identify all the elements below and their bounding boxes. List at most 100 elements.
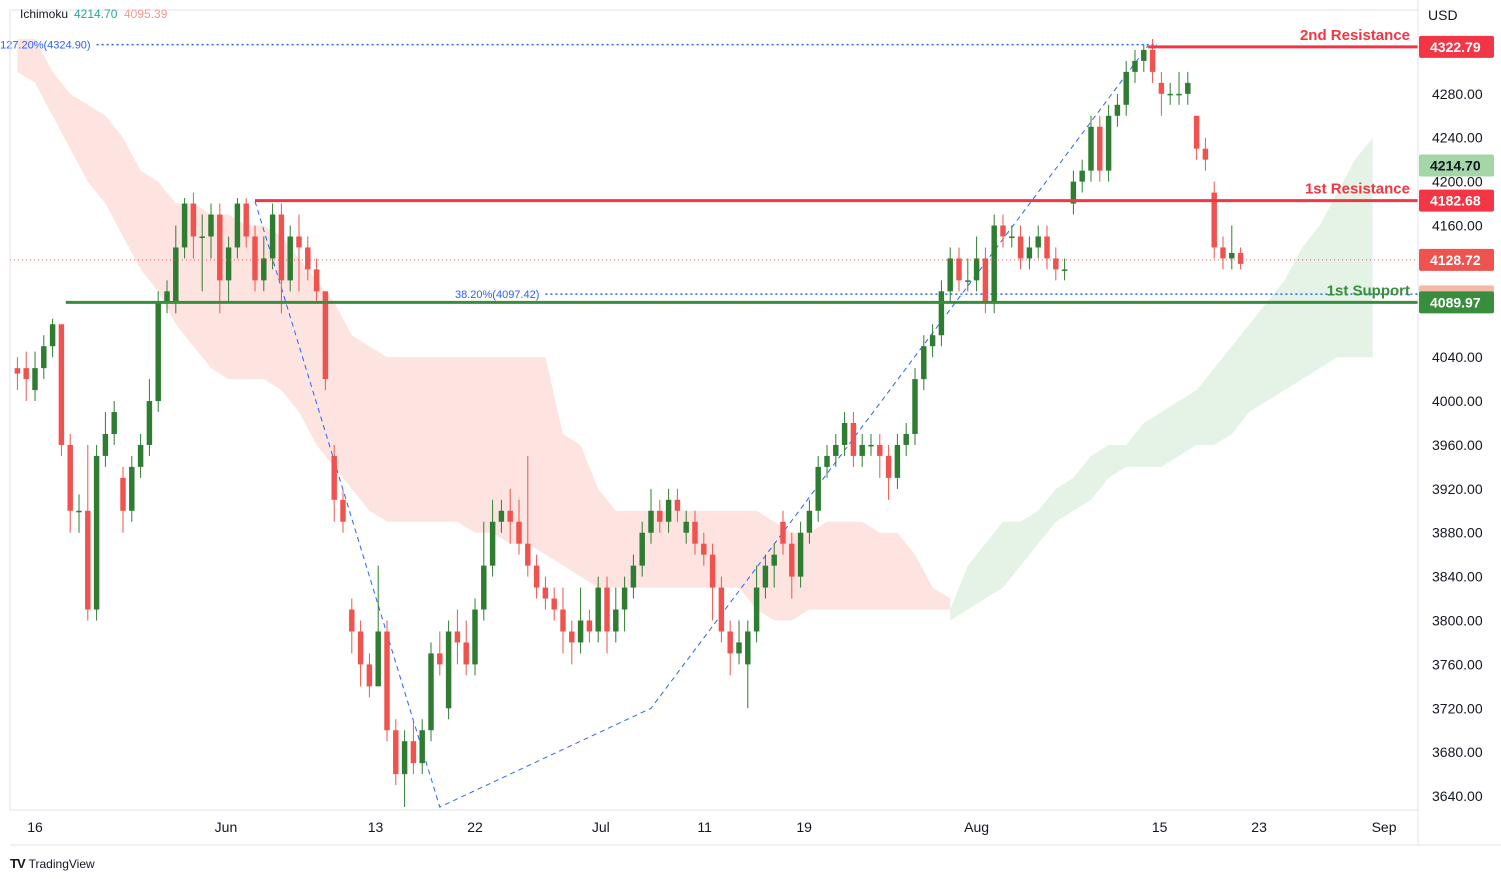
candle-body <box>973 258 980 281</box>
candle-body <box>225 247 232 281</box>
price-tick-label: 4200.00 <box>1432 174 1483 190</box>
candle-body <box>525 543 531 566</box>
level-label: 2nd Resistance <box>1300 27 1410 44</box>
candle-body <box>1088 126 1094 171</box>
candle-body <box>208 214 214 237</box>
time-tick-label: 19 <box>796 819 812 835</box>
price-tag <box>1419 154 1494 177</box>
time-axis[interactable]: 16 Jun 13 22 Jul 11 19 Aug 15 23 Sep <box>27 819 1396 835</box>
price-axis[interactable]: 4280.00 4240.00 4200.00 4160.00 4040.00 4000.… <box>1432 86 1483 804</box>
candle-body <box>287 236 293 281</box>
price-tick-label: 3760.00 <box>1432 656 1483 672</box>
price-tick-label: 3640.00 <box>1432 788 1483 804</box>
price-tick-label: 3960.00 <box>1432 437 1483 453</box>
candle-body <box>85 510 91 610</box>
candle-body <box>357 631 364 665</box>
tradingview-brand[interactable]: TV TradingView <box>10 856 95 871</box>
candle-body <box>1202 148 1209 160</box>
candle-body <box>692 521 698 544</box>
time-tick-label: Jun <box>215 819 238 835</box>
candle-body <box>789 543 795 577</box>
candle-body <box>375 631 381 687</box>
candle-body <box>921 346 927 380</box>
candle-body <box>269 214 276 259</box>
candle-body <box>657 510 663 522</box>
candle-body <box>1026 247 1033 259</box>
candle-body <box>419 730 425 764</box>
cloud-bearish <box>17 38 951 621</box>
candle-body <box>595 587 601 632</box>
candle-body <box>190 203 197 237</box>
price-tick-label: 3880.00 <box>1432 525 1483 541</box>
candle-body <box>894 444 901 478</box>
price-tick-label: 3920.00 <box>1432 481 1483 497</box>
candle-body <box>991 225 997 303</box>
time-tick-label: 11 <box>697 819 712 835</box>
candle-body <box>489 521 496 566</box>
time-tick-label: 13 <box>368 819 384 835</box>
fib-level-label: 38.20%(4097.42) <box>455 289 539 301</box>
candle-body <box>76 510 82 513</box>
candle-body <box>956 258 962 281</box>
level-label: 1st Resistance <box>1305 181 1410 198</box>
candle-body <box>111 412 117 434</box>
candle-body <box>569 631 575 643</box>
candle-body <box>938 291 945 336</box>
price-tick-label: 4000.00 <box>1432 393 1483 409</box>
price-tick-label: 3720.00 <box>1432 700 1483 716</box>
candle-body <box>1158 82 1165 94</box>
price-tick-label: 4040.00 <box>1432 349 1483 365</box>
candle-body <box>577 620 584 643</box>
candle-body <box>824 455 830 467</box>
candle-body <box>674 499 681 511</box>
candle-body <box>507 510 513 522</box>
fibonacci-lines: 127.20%(4324.90) 38.20%(4097.42) <box>0 40 1418 808</box>
support-resistance-levels: 2nd Resistance 1st Resistance 1st Support <box>65 27 1418 304</box>
price-tick-label: 3840.00 <box>1432 569 1483 585</box>
candle-body <box>1097 126 1103 171</box>
candle-body <box>278 214 285 281</box>
candle-body <box>1105 115 1112 171</box>
candle-body <box>1176 93 1182 96</box>
candle-body <box>1017 236 1024 259</box>
candle-body <box>58 324 65 445</box>
candle-body <box>859 444 865 456</box>
candle-body <box>313 269 320 292</box>
candle-body <box>49 324 56 347</box>
candle-body <box>1141 49 1147 61</box>
candle-body <box>32 368 38 391</box>
candle-body <box>885 455 892 478</box>
candle-body <box>1211 192 1217 248</box>
currency-label: USD <box>1428 7 1458 23</box>
candle-body <box>613 609 619 632</box>
candle-body <box>155 302 161 402</box>
candle-body <box>181 203 188 248</box>
candle-body <box>243 203 249 237</box>
candle-body <box>1220 247 1226 259</box>
candle-body <box>683 521 689 533</box>
candle-body <box>322 291 329 380</box>
candle-body <box>630 565 637 588</box>
candle-body <box>806 510 813 533</box>
candle-body <box>1193 115 1200 149</box>
candle-body <box>393 730 399 775</box>
candle-body <box>296 236 302 248</box>
candle-body <box>164 291 170 303</box>
candle-body <box>533 565 540 588</box>
price-tag <box>1419 248 1494 271</box>
candle-body <box>1079 170 1085 182</box>
candle-body <box>41 346 47 369</box>
legend-title: Ichimoku <box>20 7 68 21</box>
candle-body <box>648 510 654 533</box>
candle-body <box>331 455 337 500</box>
candles <box>14 38 1244 808</box>
legend-value-2: 4095.39 <box>124 7 168 21</box>
candle-body <box>560 609 566 632</box>
candle-body <box>93 455 100 610</box>
candle-body <box>868 444 874 447</box>
cloud-bullish <box>950 137 1373 621</box>
candle-body <box>1167 93 1173 96</box>
candle-body <box>1132 60 1138 72</box>
candle-body <box>1009 236 1015 238</box>
